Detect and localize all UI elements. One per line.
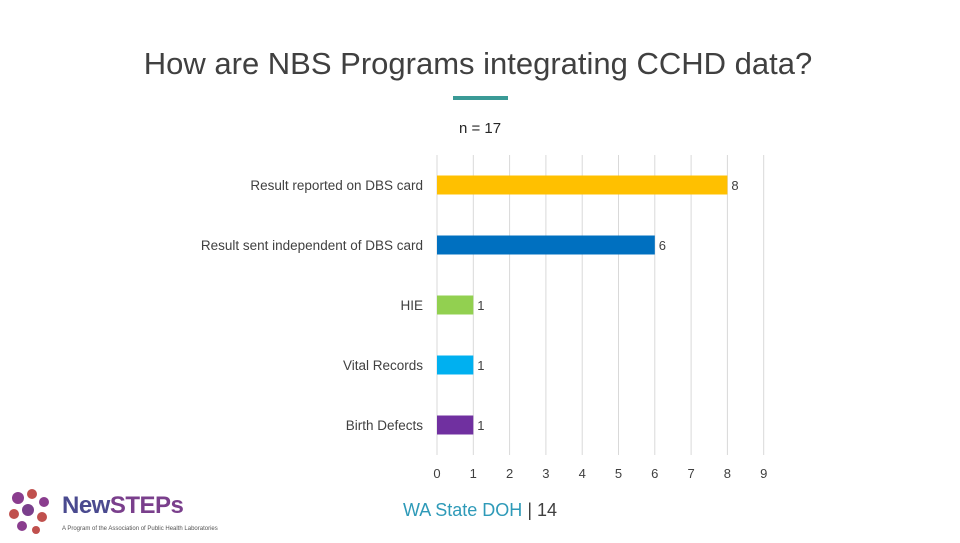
x-tick-label-6: 6 <box>651 466 658 481</box>
bar-2 <box>437 295 474 315</box>
x-tick-label-8: 8 <box>724 466 731 481</box>
newsteps-logo: NewSTEPs A Program of the Association of… <box>4 484 254 538</box>
title-accent-line <box>453 96 508 100</box>
data-label-4: 1 <box>477 418 484 433</box>
data-label-3: 1 <box>477 358 484 373</box>
footer-source: WA State DOH <box>402 500 523 520</box>
x-tick-label-5: 5 <box>615 466 622 481</box>
newsteps-tagline: A Program of the Association of Public H… <box>62 526 218 532</box>
chart-subtitle: n = 17 <box>458 120 502 137</box>
bar-4 <box>437 415 474 435</box>
category-label-2: HIE <box>400 298 423 313</box>
x-tick-label-3: 3 <box>542 466 549 481</box>
x-tick-label-2: 2 <box>506 466 513 481</box>
category-label-0: Result reported on DBS card <box>250 178 423 193</box>
data-label-0: 8 <box>731 178 738 193</box>
category-label-3: Vital Records <box>343 358 423 373</box>
slide-footer: WA State DOH | 14 <box>0 500 960 521</box>
newsteps-wordmark: NewSTEPs <box>62 492 184 519</box>
x-tick-label-7: 7 <box>687 466 694 481</box>
bar-3 <box>437 355 474 375</box>
data-label-1: 6 <box>659 238 666 253</box>
bar-0 <box>437 175 728 195</box>
newsteps-logo-icon <box>9 489 49 534</box>
slide-title: How are NBS Programs integrating CCHD da… <box>143 46 813 81</box>
x-tick-label-4: 4 <box>579 466 586 481</box>
category-label-4: Birth Defects <box>346 418 424 433</box>
data-label-2: 1 <box>477 298 484 313</box>
footer-separator: | <box>527 500 533 520</box>
page-number: 14 <box>537 500 558 520</box>
x-tick-label-1: 1 <box>470 466 477 481</box>
bar-1 <box>437 235 655 255</box>
x-tick-label-0: 0 <box>433 466 440 481</box>
x-tick-label-9: 9 <box>760 466 767 481</box>
category-label-1: Result sent independent of DBS card <box>201 238 423 253</box>
